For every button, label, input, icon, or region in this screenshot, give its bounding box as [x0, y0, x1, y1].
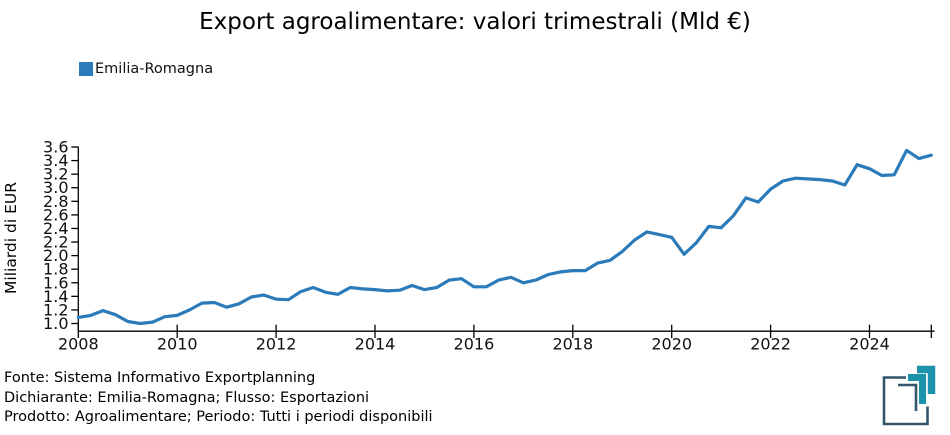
logo-square-outline: [882, 376, 929, 426]
legend-label: Emilia-Romagna: [95, 61, 214, 77]
chart-title: Export agroalimentare: valori trimestral…: [199, 9, 751, 35]
x-tick-label: 2020: [651, 335, 692, 354]
footer-source-line: Fonte: Sistema Informativo Exportplannin…: [4, 370, 316, 386]
x-tick-label: 2018: [552, 335, 593, 354]
logo-arrow-mid: [908, 374, 926, 404]
y-axis-title: Miliardi di EUR: [2, 182, 20, 294]
line-chart: Miliardi di EUR 3.63.43.23.02.82.62.42.2…: [2, 138, 935, 354]
y-tick-label: 1.0: [43, 314, 68, 333]
x-tick-label: 2010: [157, 335, 198, 354]
y-tick-label: 1.8: [43, 260, 68, 279]
x-tick-label: 2014: [355, 335, 396, 354]
y-tick-label: 3.0: [43, 178, 68, 197]
x-tick-label: 2008: [58, 335, 99, 354]
footer-declarant-line: Dichiarante: Emilia-Romagna; Flusso: Esp…: [4, 389, 370, 406]
y-tick-label: 3.6: [43, 138, 68, 157]
logo-inner-bracket: [898, 383, 918, 411]
y-tick-label: 1.4: [43, 287, 68, 306]
y-tick-label: 2.4: [43, 219, 68, 238]
legend-item-emilia-romagna[interactable]: Emilia-Romagna: [79, 61, 213, 77]
y-tick-label: 3.2: [43, 165, 68, 184]
x-tick-label: 2022: [750, 335, 791, 354]
series-line-emilia-romagna[interactable]: [76, 148, 933, 326]
y-tick-label: 1.2: [43, 300, 68, 319]
legend-swatch: [79, 62, 93, 76]
x-tick-label: 2016: [454, 335, 495, 354]
x-tick-label: 2012: [256, 335, 297, 354]
y-tick-label: 3.4: [43, 151, 68, 170]
footer-product-line: Prodotto: Agroalimentare; Periodo: Tutti…: [4, 409, 433, 426]
y-tick-label: 2.0: [43, 246, 68, 265]
y-axis: 3.63.43.23.02.82.62.42.22.01.81.61.41.21…: [43, 138, 79, 333]
y-tick-label: 2.2: [43, 233, 68, 252]
x-axis: 2008 2010 2012 2014 2016 2018 2020 2022 2024: [58, 324, 932, 354]
exportplanning-logo: [882, 365, 936, 426]
y-tick-label: 1.6: [43, 273, 68, 292]
y-tick-label: 2.8: [43, 192, 68, 211]
logo-arrow-outer: [917, 365, 936, 394]
footer: Fonte: Sistema Informativo Exportplannin…: [4, 369, 433, 428]
y-tick-label: 2.6: [43, 205, 68, 224]
x-tick-label: 2024: [849, 335, 890, 354]
